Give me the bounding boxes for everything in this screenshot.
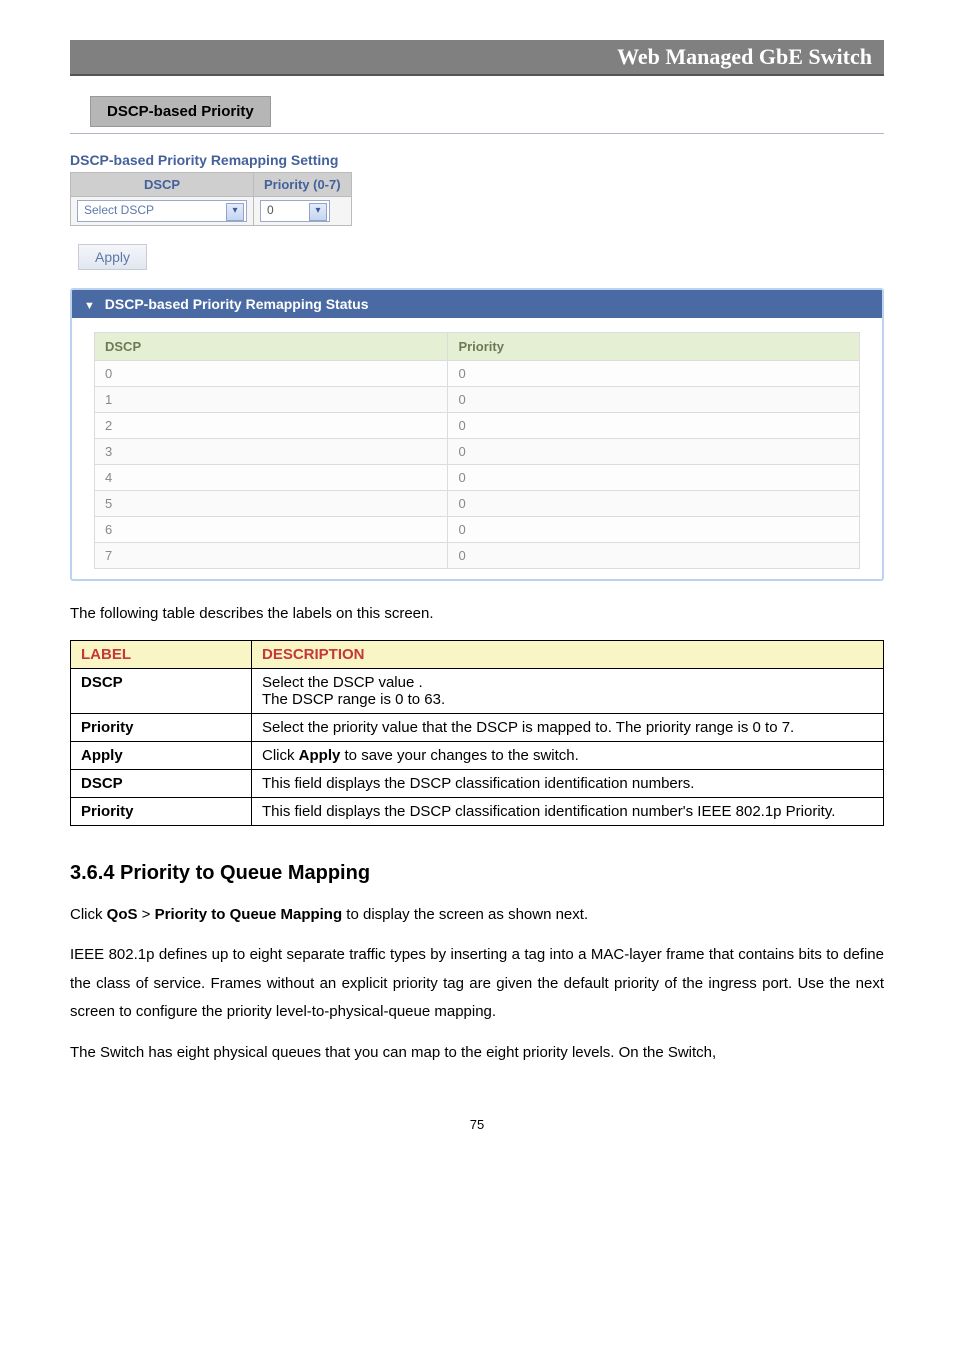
status-dscp-cell: 4 xyxy=(95,465,448,491)
desc-description-cell: This field displays the DSCP classificat… xyxy=(252,797,884,825)
dscp-priority-tab: DSCP-based Priority xyxy=(90,96,271,127)
caret-down-icon: ▼ xyxy=(84,300,95,312)
status-dscp-cell: 7 xyxy=(95,543,448,569)
desc-label-cell: Priority xyxy=(71,713,252,741)
priority-select[interactable]: 0 ▾ xyxy=(260,200,330,222)
table-row: 60 xyxy=(95,517,860,543)
apply-button[interactable]: Apply xyxy=(78,244,147,270)
page-header-bar: Web Managed GbE Switch xyxy=(70,40,884,76)
status-table: DSCP Priority 0010203040506070 xyxy=(94,332,860,569)
status-col-priority: Priority xyxy=(448,333,860,361)
setting-col-dscp: DSCP xyxy=(71,173,254,197)
desc-label-cell: DSCP xyxy=(71,769,252,797)
status-priority-cell: 0 xyxy=(448,543,860,569)
desc-label-cell: DSCP xyxy=(71,668,252,713)
apply-button-label: Apply xyxy=(95,249,130,265)
table-row: DSCPSelect the DSCP value . The DSCP ran… xyxy=(71,668,884,713)
status-priority-cell: 0 xyxy=(448,517,860,543)
table-row: PrioritySelect the priority value that t… xyxy=(71,713,884,741)
description-table: LABEL DESCRIPTION DSCPSelect the DSCP va… xyxy=(70,640,884,826)
priority-select-value: 0 xyxy=(267,203,274,217)
status-priority-cell: 0 xyxy=(448,491,860,517)
desc-header-label: LABEL xyxy=(71,640,252,668)
status-dscp-cell: 3 xyxy=(95,439,448,465)
setting-col-priority: Priority (0-7) xyxy=(254,173,352,197)
status-panel: ▼ DSCP-based Priority Remapping Status D… xyxy=(70,288,884,581)
desc-label-cell: Priority xyxy=(71,797,252,825)
setting-title: DSCP-based Priority Remapping Setting xyxy=(70,152,884,168)
desc-description-cell: Select the priority value that the DSCP … xyxy=(252,713,884,741)
chevron-down-icon: ▾ xyxy=(309,203,327,221)
status-title: DSCP-based Priority Remapping Status xyxy=(105,296,369,312)
status-col-dscp: DSCP xyxy=(95,333,448,361)
desc-description-cell: Click Apply to save your changes to the … xyxy=(252,741,884,769)
setting-table: DSCP Priority (0-7) Select DSCP ▾ 0 ▾ xyxy=(70,172,352,226)
dscp-select-value: Select DSCP xyxy=(84,203,154,217)
table-row: ApplyClick Apply to save your changes to… xyxy=(71,741,884,769)
status-priority-cell: 0 xyxy=(448,361,860,387)
section-paragraph-3: The Switch has eight physical queues tha… xyxy=(70,1039,884,1068)
status-header[interactable]: ▼ DSCP-based Priority Remapping Status xyxy=(72,290,882,318)
table-row: 40 xyxy=(95,465,860,491)
page-number: 75 xyxy=(70,1117,884,1132)
section-paragraph-1: Click QoS > Priority to Queue Mapping to… xyxy=(70,901,884,930)
dscp-priority-tab-label: DSCP-based Priority xyxy=(107,103,254,120)
status-priority-cell: 0 xyxy=(448,413,860,439)
status-priority-cell: 0 xyxy=(448,387,860,413)
desc-header-description: DESCRIPTION xyxy=(252,640,884,668)
table-row: PriorityThis field displays the DSCP cla… xyxy=(71,797,884,825)
table-row: 00 xyxy=(95,361,860,387)
table-row: 70 xyxy=(95,543,860,569)
table-row: 30 xyxy=(95,439,860,465)
tab-underline xyxy=(70,133,884,134)
desc-label-cell: Apply xyxy=(71,741,252,769)
status-dscp-cell: 5 xyxy=(95,491,448,517)
chevron-down-icon: ▾ xyxy=(226,203,244,221)
page-header-title: Web Managed GbE Switch xyxy=(617,44,872,69)
status-dscp-cell: 1 xyxy=(95,387,448,413)
status-priority-cell: 0 xyxy=(448,465,860,491)
table-row: 50 xyxy=(95,491,860,517)
table-row: 10 xyxy=(95,387,860,413)
section-paragraph-2: IEEE 802.1p defines up to eight separate… xyxy=(70,941,884,1027)
status-dscp-cell: 0 xyxy=(95,361,448,387)
status-priority-cell: 0 xyxy=(448,439,860,465)
dscp-select[interactable]: Select DSCP ▾ xyxy=(77,200,247,222)
status-dscp-cell: 6 xyxy=(95,517,448,543)
status-dscp-cell: 2 xyxy=(95,413,448,439)
desc-description-cell: Select the DSCP value . The DSCP range i… xyxy=(252,668,884,713)
desc-description-cell: This field displays the DSCP classificat… xyxy=(252,769,884,797)
section-heading: 3.6.4 Priority to Queue Mapping xyxy=(70,862,884,885)
table-row: 20 xyxy=(95,413,860,439)
table-row: DSCPThis field displays the DSCP classif… xyxy=(71,769,884,797)
intro-text: The following table describes the labels… xyxy=(70,603,884,626)
